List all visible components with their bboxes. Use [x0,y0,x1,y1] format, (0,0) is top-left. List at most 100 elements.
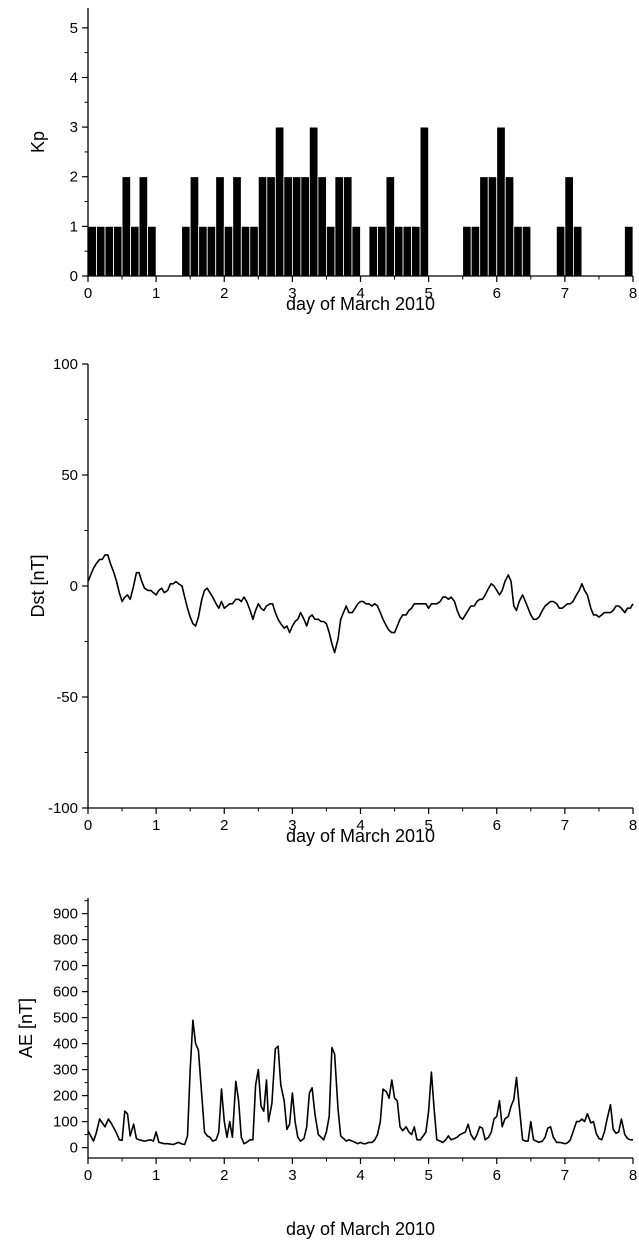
ae-line [87,1019,633,1146]
kp-bar [291,176,302,277]
dst-line [87,554,634,654]
x-tick-label: 0 [84,817,92,834]
kp-bar [104,225,114,277]
y-tick-label: 900 [53,906,78,923]
y-tick-label: 5 [70,20,78,37]
kp-bar [385,176,395,277]
kp-bar [283,176,293,277]
kp-bar [274,126,285,277]
x-tick-label: 8 [629,1167,637,1184]
kp-bar [504,176,515,277]
x-tick-label: 5 [424,285,432,302]
x-tick-label: 1 [152,1167,160,1184]
kp-bar [470,225,481,277]
y-tick-label: 100 [53,1114,78,1131]
kp-bar [394,225,404,277]
y-tick-label: 200 [53,1088,78,1105]
kp-bar [377,225,387,277]
kp-bar [521,225,532,277]
kp-bar [130,225,140,277]
x-tick-label: 6 [493,817,501,834]
x-axis-title: day of March 2010 [286,1219,435,1239]
kp-bar [206,225,217,277]
y-tick-label: 500 [53,1010,78,1027]
y-tick-label: -100 [48,800,78,817]
kp-bar [402,225,412,277]
kp-bar [300,176,310,277]
panel-3: 0 1 2 3 4 5 6 7 8 0 100 200 300 400 500 600 700 800 900 day… [16,898,637,1239]
x-tick-label: 1 [152,285,160,302]
kp-bar [138,176,149,277]
y-tick-label: 0 [70,268,78,285]
kp-bar [113,225,123,277]
x-tick-label: 0 [84,285,92,302]
x-tick-label: 3 [288,817,296,834]
y-tick-label: 2 [70,169,78,186]
kp-bar [96,225,106,277]
kp-bar [411,225,421,277]
y-tick-label: 50 [61,467,78,484]
kp-bar [223,225,234,277]
x-tick-label: 3 [288,1167,296,1184]
kp-bars [87,126,634,277]
x-tick-label: 8 [629,817,637,834]
kp-bar [232,176,242,277]
y-tick-label: 0 [70,1140,78,1157]
x-tick-label: 6 [493,1167,501,1184]
x-tick-label: 4 [356,1167,364,1184]
x-tick-label: 5 [424,817,432,834]
x-axis-title: day of March 2010 [286,294,435,314]
kp-bar [462,225,472,277]
kp-bar [147,225,157,277]
x-tick-label: 7 [561,817,569,834]
y-tick-label: 600 [53,984,78,1001]
kp-bar [564,176,574,277]
x-tick-label: 7 [561,285,569,302]
kp-bar [624,225,634,277]
y-tick-label: 4 [70,69,78,86]
x-axis-title: day of March 2010 [286,826,435,846]
x-tick-label: 4 [356,817,364,834]
x-tick-label: 3 [288,285,296,302]
x-tick-label: 2 [220,1167,228,1184]
kp-bar [257,176,268,277]
x-tick-label: 7 [561,1167,569,1184]
kp-bar [487,176,498,277]
kp-bar [87,225,97,277]
kp-bar [317,176,327,277]
y-tick-label: 100 [53,356,78,373]
kp-bar [351,225,361,277]
y-axis-title: Dst [nT] [28,554,48,617]
kp-bar [496,126,506,277]
y-axis-title: AE [nT] [16,998,36,1058]
y-tick-label: 3 [70,119,78,136]
y-tick-label: 300 [53,1062,78,1079]
kp-bar [368,225,378,277]
y-tick-label: -50 [56,689,78,706]
x-tick-label: 0 [84,1167,92,1184]
kp-bar [572,225,583,277]
kp-bar [334,176,344,277]
kp-bar [121,176,131,277]
kp-bar [198,225,208,277]
kp-bar [513,225,523,277]
kp-bar [189,176,200,277]
x-tick-label: 5 [424,1167,432,1184]
kp-bar [249,225,259,277]
kp-bar [555,225,566,277]
kp-bar [479,176,489,277]
kp-bar [215,176,225,277]
x-tick-label: 8 [629,285,637,302]
x-tick-label: 2 [220,285,228,302]
panel-2: 0 1 2 3 4 5 6 7 8 -100 -50 0 50 100 day of March 2010 D… [28,356,637,846]
y-tick-label: 700 [53,958,78,975]
x-tick-label: 2 [220,817,228,834]
x-tick-label: 6 [493,285,501,302]
y-tick-label: 1 [70,218,78,235]
kp-bar [240,225,251,277]
kp-bar [326,225,336,277]
kp-bar [181,225,191,277]
y-tick-label: 800 [53,932,78,949]
